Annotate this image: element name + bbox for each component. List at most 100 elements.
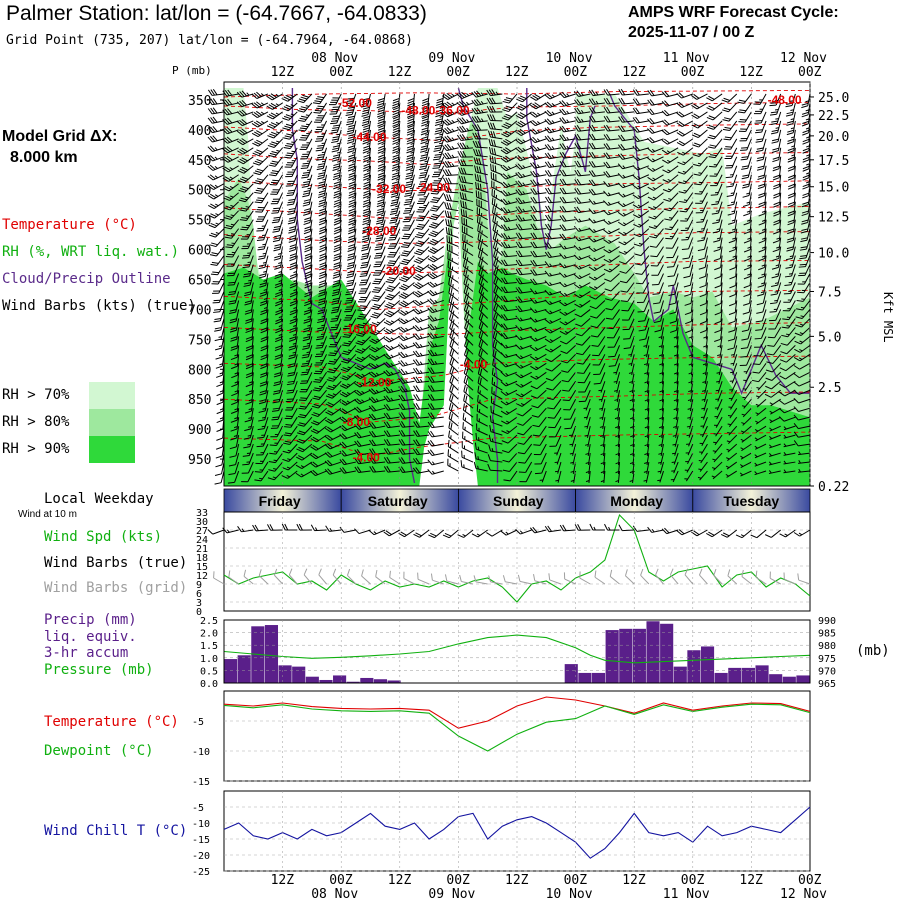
wind-barb-half — [366, 169, 371, 172]
wind-barb-full — [346, 120, 354, 123]
wind-barb-full — [378, 136, 385, 140]
wind-barb-full — [332, 106, 340, 108]
wind-barb-half — [273, 451, 278, 453]
wind-barb-full — [339, 417, 346, 423]
wind-barb-full — [342, 344, 349, 347]
wind-barb-full — [363, 192, 370, 197]
wind-barb — [310, 461, 327, 468]
wind-barb — [207, 164, 225, 171]
wind-barb-staff — [418, 300, 430, 306]
wind-barb — [325, 398, 342, 408]
wind-barb-full — [260, 345, 268, 349]
wind-barb — [362, 201, 371, 217]
wind-barb-full — [347, 255, 355, 259]
wind-barb-full — [363, 186, 370, 190]
wind-barb-full — [355, 350, 362, 354]
wind-barb — [375, 210, 386, 225]
wind-barb-half — [261, 434, 265, 436]
wind-barb-full — [316, 158, 323, 161]
wind-barb-full — [313, 381, 321, 383]
wind-barb-full — [342, 383, 349, 388]
wind-barb-half — [375, 381, 379, 385]
wind-barb-full — [316, 147, 324, 149]
wind-barb — [272, 228, 284, 243]
wind-barb — [274, 327, 284, 343]
wind-barb-full — [347, 240, 355, 244]
wind-barb — [207, 192, 225, 200]
wind-barb-full — [239, 139, 246, 144]
wind-barb-half — [263, 297, 268, 300]
wind-barb-full — [363, 201, 370, 205]
wind-barb-full — [375, 261, 383, 263]
wind-barb-full — [241, 217, 248, 219]
wind-barb-full — [224, 99, 230, 106]
wind-barb-full — [331, 293, 339, 297]
wind-barb-full — [207, 136, 213, 143]
wind-barb-full — [318, 282, 326, 286]
wind-barb-staff — [262, 219, 269, 231]
wind-barb — [345, 93, 357, 107]
wind-barb-full — [345, 308, 352, 310]
wind-barb-full — [270, 162, 277, 165]
wind-barb-full — [274, 255, 281, 259]
wind-barb-full — [273, 237, 281, 240]
wind-barb — [312, 389, 327, 401]
wind-barb — [297, 425, 313, 436]
wind-barb — [412, 324, 430, 332]
wind-barb — [256, 228, 269, 241]
wind-barb-full — [348, 172, 356, 176]
wind-barb — [287, 354, 298, 368]
wind-barb-full — [371, 355, 378, 360]
wind-barb-full — [348, 181, 356, 185]
wind-barb-full — [241, 247, 249, 250]
wind-barb — [287, 210, 298, 225]
wind-barb-full — [332, 156, 340, 160]
wind-barb-full — [318, 293, 325, 297]
wind-barb — [376, 93, 386, 109]
wind-barb-half — [337, 187, 341, 190]
wind-barb — [369, 318, 386, 328]
wind-barb-full — [252, 152, 260, 157]
wind-barb-full — [284, 156, 291, 159]
wind-barb-full — [222, 99, 228, 106]
wind-barb-full — [324, 444, 331, 450]
wind-barb-full — [304, 258, 311, 262]
wind-barb-full — [299, 391, 307, 393]
wind-barb — [254, 461, 269, 473]
wind-barb-full — [316, 156, 324, 159]
wind-barb-half — [233, 426, 238, 429]
wind-barb-full — [378, 115, 385, 120]
wind-barb-half — [246, 461, 250, 463]
wind-barb-full — [371, 338, 378, 343]
wind-barb-full — [304, 282, 312, 286]
wind-barb-half — [334, 350, 338, 352]
wind-barb-full — [354, 466, 360, 473]
wind-barb-half — [376, 347, 380, 350]
wind-barb-full — [362, 217, 370, 221]
wind-barb-half — [321, 160, 326, 163]
wind-barb-full — [377, 190, 385, 194]
wind-barb-full — [274, 266, 281, 270]
wind-barb-full — [270, 172, 278, 175]
wind-barb — [245, 381, 254, 396]
wind-barb-full — [286, 398, 294, 400]
wind-barb-half — [306, 351, 310, 354]
wind-barb-full — [230, 410, 238, 414]
wind-barb-full — [341, 441, 348, 448]
wind-barb-full — [345, 293, 353, 296]
wind-barb-full — [317, 320, 324, 324]
wind-barb — [299, 381, 313, 393]
wind-barb — [231, 372, 240, 388]
wind-barb-half — [352, 214, 356, 217]
wind-barb-full — [300, 382, 307, 384]
wind-barb-full — [239, 178, 247, 182]
wind-barb — [355, 336, 371, 346]
wind-barb-full — [216, 392, 224, 397]
wind-barb-full — [319, 226, 327, 230]
wind-barb-half — [234, 363, 238, 366]
wind-barb-full — [230, 347, 238, 351]
wind-barb — [344, 300, 357, 313]
wind-barb-half — [263, 288, 268, 291]
wind-barb — [257, 425, 269, 439]
wind-barb-full — [318, 288, 326, 292]
